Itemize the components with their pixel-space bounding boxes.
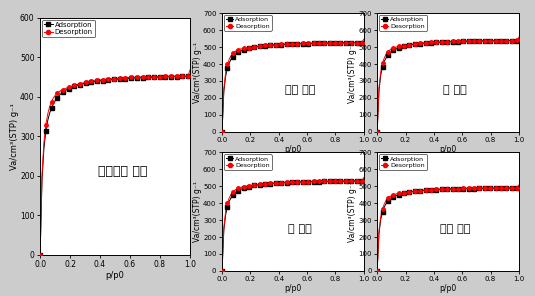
X-axis label: p/p0: p/p0 (284, 145, 302, 154)
Legend: Adsorption, Desorption: Adsorption, Desorption (224, 15, 272, 30)
Y-axis label: Va/cm³(STP) g⁻¹: Va/cm³(STP) g⁻¹ (348, 42, 357, 103)
Text: 이종원소 없음: 이종원소 없음 (98, 165, 147, 178)
Text: 질소 도입: 질소 도입 (285, 85, 315, 95)
Text: 붕소 도입: 붕소 도입 (440, 224, 470, 234)
Y-axis label: Va/cm³(STP) g⁻¹: Va/cm³(STP) g⁻¹ (348, 181, 357, 242)
X-axis label: p/p0: p/p0 (439, 284, 457, 293)
X-axis label: p/p0: p/p0 (284, 284, 302, 293)
Text: 인 도입: 인 도입 (444, 85, 467, 95)
Legend: Adsorption, Desorption: Adsorption, Desorption (42, 20, 95, 37)
Legend: Adsorption, Desorption: Adsorption, Desorption (379, 15, 427, 30)
Y-axis label: Va/cm³(STP) g⁻¹: Va/cm³(STP) g⁻¹ (193, 42, 202, 103)
X-axis label: p/p0: p/p0 (439, 145, 457, 154)
Legend: Adsorption, Desorption: Adsorption, Desorption (224, 154, 272, 170)
Legend: Adsorption, Desorption: Adsorption, Desorption (379, 154, 427, 170)
Text: 황 도입: 황 도입 (288, 224, 312, 234)
X-axis label: p/p0: p/p0 (105, 271, 125, 279)
Y-axis label: Va/cm³(STP) g⁻¹: Va/cm³(STP) g⁻¹ (193, 181, 202, 242)
Y-axis label: Va/cm³(STP) g⁻¹: Va/cm³(STP) g⁻¹ (10, 103, 19, 170)
